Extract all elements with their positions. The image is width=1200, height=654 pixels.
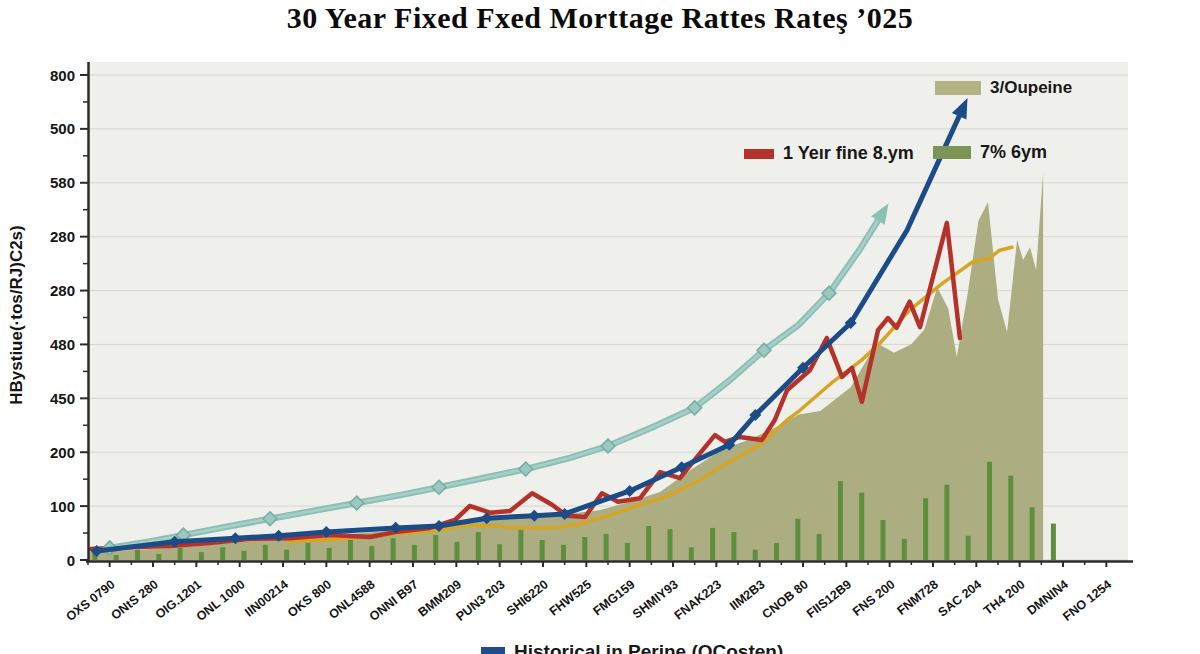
legend-red-line: 1 Yeır fine 8.ym (744, 143, 914, 164)
svg-text:TH4 200: TH4 200 (981, 577, 1027, 618)
svg-text:FNAK223: FNAK223 (672, 577, 724, 622)
svg-text:500: 500 (50, 120, 75, 137)
area-swatch-icon (935, 81, 981, 95)
legend-blue-label: Historical in Perine (OCosten) (514, 641, 783, 654)
svg-text:FNO 1254: FNO 1254 (1060, 577, 1114, 624)
svg-text:ONNI B97: ONNI B97 (367, 577, 421, 624)
red-line-swatch-icon (744, 149, 774, 159)
svg-text:100: 100 (50, 498, 75, 515)
svg-text:0: 0 (67, 552, 75, 569)
x-axis-labels: OXS 0790ONtS 280OIG.1201ONL 1000IIN00214… (63, 577, 1114, 624)
svg-text:PUN3 203: PUN3 203 (453, 577, 507, 624)
svg-text:450: 450 (50, 390, 75, 407)
svg-text:IIN00214: IIN00214 (242, 577, 291, 619)
legend-area-label: 3/Oupeine (990, 78, 1072, 98)
svg-text:FNM728: FNM728 (894, 577, 940, 618)
svg-text:280: 280 (50, 282, 75, 299)
svg-text:SAC 204: SAC 204 (936, 577, 985, 619)
chart-canvas: 800 500 580 280 280 480 450 200 100 0 OXS 0790ONtS… (0, 0, 1200, 654)
svg-text:OXS 0790: OXS 0790 (63, 577, 117, 624)
svg-text:CNOB 80: CNOB 80 (760, 577, 811, 621)
legend-blue-line: Historical in Perine (OCosten) (481, 641, 783, 654)
svg-text:800: 800 (50, 67, 75, 84)
svg-text:580: 580 (50, 174, 75, 191)
svg-text:FHW525: FHW525 (547, 577, 595, 618)
legend-bars: 7% 6ym (933, 142, 1047, 163)
legend-red-label: 1 Yeır fine 8.ym (783, 143, 914, 164)
bar-swatch-icon (933, 146, 971, 159)
svg-text:280: 280 (50, 228, 75, 245)
svg-text:OKS 800: OKS 800 (285, 577, 334, 620)
svg-text:200: 200 (50, 444, 75, 461)
legend-area: 3/Oupeine (935, 78, 1072, 98)
svg-text:ONL 1000: ONL 1000 (194, 577, 248, 623)
svg-text:480: 480 (50, 336, 75, 353)
svg-text:IIM2B3: IIM2B3 (727, 577, 767, 613)
svg-text:ONtS 280: ONtS 280 (108, 577, 160, 622)
svg-text:FIIS12B9: FIIS12B9 (804, 577, 854, 621)
blue-line-swatch-icon (481, 647, 505, 654)
mortgage-rates-chart: 800 500 580 280 280 480 450 200 100 0 OXS 0790ONtS… (0, 0, 1200, 654)
svg-text:FNS 200: FNS 200 (850, 577, 898, 618)
legend-bar-label: 7% 6ym (980, 142, 1047, 163)
chart-title: 30 Year Fixed Fxed Morttage Rattes Rateş… (0, 1, 1200, 35)
svg-text:SHI6220: SHI6220 (504, 577, 551, 618)
y-axis-title: HBystiue(·tos/RJ)C2s) (7, 225, 27, 404)
